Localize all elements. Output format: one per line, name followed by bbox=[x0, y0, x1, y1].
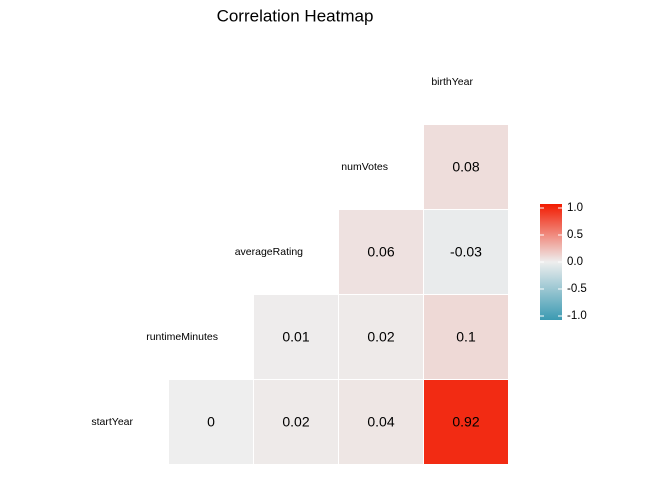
variable-label: averageRating bbox=[235, 246, 303, 258]
heatmap-cell bbox=[423, 294, 509, 380]
colorbar-label: -0.5 bbox=[567, 283, 587, 295]
colorbar-label: 1.0 bbox=[567, 202, 583, 214]
cell-value: 0.01 bbox=[282, 329, 309, 345]
chart-title: Correlation Heatmap bbox=[217, 6, 374, 25]
cell-value: 0 bbox=[207, 414, 215, 430]
variable-label: birthYear bbox=[431, 76, 473, 88]
heatmap-cell bbox=[338, 209, 424, 295]
heatmap-cell bbox=[253, 294, 339, 380]
variable-label: runtimeMinutes bbox=[146, 331, 218, 343]
cell-value: 0.1 bbox=[456, 329, 476, 345]
cell-value: 0.08 bbox=[452, 159, 479, 175]
cell-value: -0.03 bbox=[450, 244, 482, 260]
heatmap-cell bbox=[423, 379, 509, 465]
heatmap-cell bbox=[423, 124, 509, 210]
heatmap-cell bbox=[423, 209, 509, 295]
cell-value: 0.04 bbox=[367, 414, 394, 430]
variable-label: numVotes bbox=[341, 161, 388, 173]
colorbar-label: 0.0 bbox=[567, 256, 583, 268]
heatmap-cell bbox=[338, 294, 424, 380]
cell-value: 0.02 bbox=[282, 414, 309, 430]
colorbar-label: -1.0 bbox=[567, 310, 587, 322]
colorbar bbox=[540, 204, 562, 320]
colorbar-label: 0.5 bbox=[567, 229, 583, 241]
heatmap-cell bbox=[338, 379, 424, 465]
heatmap-cell bbox=[168, 379, 254, 465]
cell-value: 0.06 bbox=[367, 244, 394, 260]
cell-value: 0.02 bbox=[367, 329, 394, 345]
variable-label: startYear bbox=[91, 416, 133, 428]
cell-value: 0.92 bbox=[452, 414, 479, 430]
